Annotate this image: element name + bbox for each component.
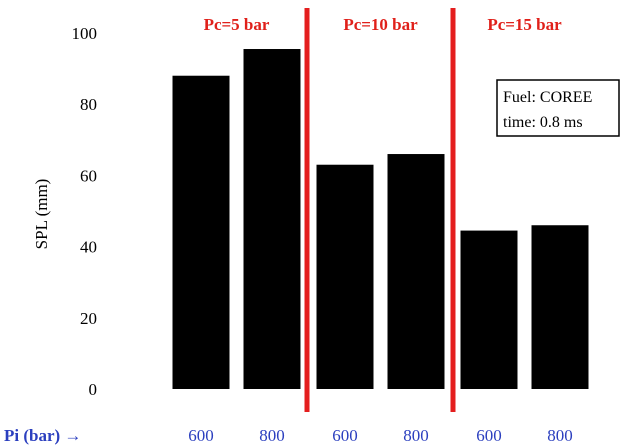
x-tick-0: 600 — [188, 426, 214, 445]
y-axis-label: SPL (mm) — [32, 179, 51, 250]
bar-0 — [172, 75, 230, 389]
y-axis-ticks: 0 20 40 60 80 100 — [72, 24, 98, 399]
x-axis-ticks: 600 800 600 800 600 800 — [188, 426, 573, 445]
bar-4 — [460, 230, 518, 389]
x-tick-5: 800 — [547, 426, 573, 445]
x-axis-label: Pi (bar) → — [4, 426, 81, 445]
x-tick-4: 600 — [476, 426, 502, 445]
bars-layer — [172, 49, 589, 390]
y-tick-100: 100 — [72, 24, 98, 43]
annotation-box: Fuel: COREE time: 0.8 ms — [496, 79, 620, 137]
x-tick-1: 800 — [259, 426, 285, 445]
bar-5 — [531, 225, 589, 389]
group-separators — [304, 8, 456, 412]
group-label-2: Pc=15 bar — [487, 15, 562, 34]
group-labels: Pc=5 bar Pc=10 bar Pc=15 bar — [204, 15, 563, 34]
group-label-0: Pc=5 bar — [204, 15, 270, 34]
bar-3 — [387, 154, 445, 389]
y-tick-20: 20 — [80, 309, 97, 328]
group-label-1: Pc=10 bar — [343, 15, 418, 34]
bar-1 — [243, 49, 301, 390]
x-tick-2: 600 — [332, 426, 358, 445]
annotation-line-time: time: 0.8 ms — [503, 114, 583, 131]
bar-2 — [316, 164, 374, 389]
x-tick-3: 800 — [403, 426, 429, 445]
y-tick-60: 60 — [80, 166, 97, 185]
y-tick-0: 0 — [89, 380, 98, 399]
annotation-line-fuel: Fuel: COREE — [503, 89, 592, 106]
y-tick-40: 40 — [80, 238, 97, 257]
y-tick-80: 80 — [80, 95, 97, 114]
